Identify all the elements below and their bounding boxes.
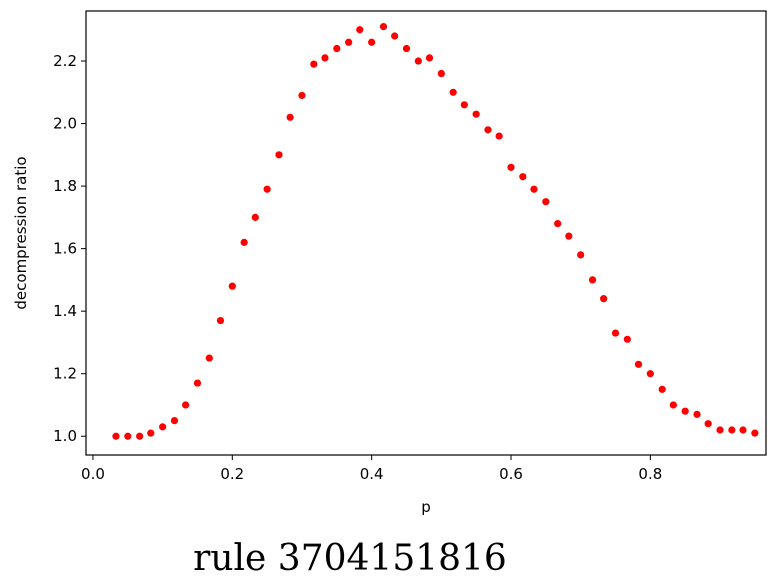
x-tick-label: 0.0 <box>81 465 105 483</box>
data-point <box>182 401 190 409</box>
data-point <box>646 370 654 378</box>
data-point <box>124 432 132 440</box>
data-point <box>542 198 550 206</box>
data-point <box>739 426 747 434</box>
y-tick-label: 1.0 <box>53 427 77 445</box>
data-point <box>507 163 515 171</box>
data-point <box>159 423 167 431</box>
data-point <box>368 38 376 46</box>
y-axis-label: decompression ratio <box>12 156 30 309</box>
data-point <box>147 429 155 437</box>
x-tick-label: 0.8 <box>638 465 662 483</box>
data-point <box>681 407 689 415</box>
data-point <box>600 295 608 303</box>
data-point <box>437 69 445 78</box>
x-tick-label: 0.6 <box>499 465 523 483</box>
rule-caption: rule 3704151816 <box>193 538 507 579</box>
data-point <box>704 420 712 428</box>
data-point <box>345 38 353 46</box>
data-point <box>484 126 492 134</box>
data-point <box>112 432 120 440</box>
data-point <box>321 54 329 62</box>
data-point <box>751 429 759 437</box>
data-point <box>275 151 283 159</box>
y-tick-label: 1.2 <box>53 365 77 383</box>
y-tick-label: 1.6 <box>53 240 77 258</box>
y-tick-label: 1.4 <box>53 302 77 320</box>
y-tick-label: 1.8 <box>53 177 77 195</box>
data-point <box>530 185 538 193</box>
data-point <box>333 44 341 53</box>
data-point <box>472 110 480 118</box>
x-axis-label: p <box>421 498 431 516</box>
data-point <box>588 276 597 284</box>
data-point <box>611 329 620 337</box>
data-point <box>693 410 701 418</box>
data-point <box>634 360 643 368</box>
data-point <box>658 385 666 393</box>
x-tick-label: 0.4 <box>360 465 384 483</box>
data-point <box>286 113 294 121</box>
data-point <box>205 354 213 362</box>
data-point <box>519 173 527 181</box>
data-point <box>170 417 179 425</box>
data-point <box>425 54 434 62</box>
data-point <box>495 132 503 140</box>
ticks-layer: 0.0 0.2 0.4 0.6 0.8 1.0 1.2 1.4 1.6 1.8 2.0 2.2 <box>53 52 662 483</box>
data-point <box>228 282 236 290</box>
data-point <box>298 91 306 100</box>
data-point <box>728 426 736 434</box>
data-point <box>391 32 399 40</box>
data-point <box>136 432 144 440</box>
data-point <box>240 238 248 246</box>
data-point <box>623 335 631 343</box>
data-point <box>193 379 202 387</box>
data-point <box>216 316 225 325</box>
x-tick-label: 0.2 <box>220 465 244 483</box>
data-point <box>251 213 259 221</box>
data-point <box>577 251 585 259</box>
data-point <box>460 101 468 109</box>
plot-frame <box>85 10 767 456</box>
data-point <box>379 23 388 31</box>
y-tick-label: 2.0 <box>53 115 77 133</box>
data-point <box>565 232 573 240</box>
points-layer <box>112 23 759 440</box>
data-point <box>716 426 724 434</box>
data-point <box>414 57 422 65</box>
data-point <box>449 88 457 96</box>
y-tick-label: 2.2 <box>53 52 77 70</box>
data-point <box>554 220 562 228</box>
data-point <box>669 401 677 409</box>
data-point <box>356 26 364 34</box>
data-point <box>402 44 411 53</box>
data-point <box>263 185 271 193</box>
data-point <box>310 60 318 68</box>
